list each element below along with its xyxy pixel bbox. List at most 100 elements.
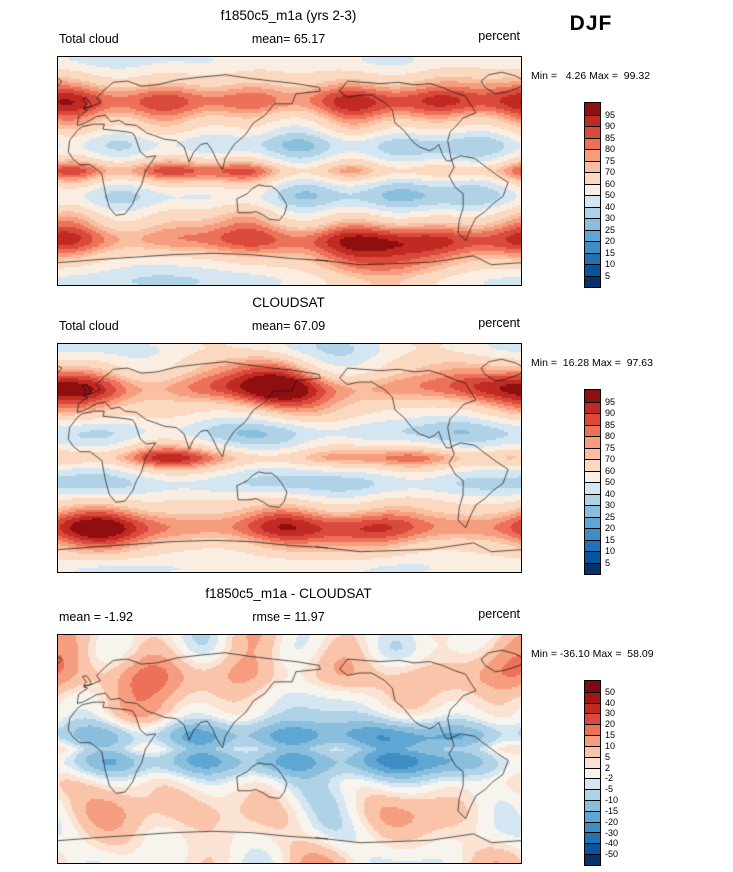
- model-colorbar: 95 90 85 80 75 70 60 50 40 30 25 20 15 10 5: [584, 102, 615, 288]
- colorbar-cell: [585, 789, 600, 800]
- colorbar-tick-label: 95: [605, 396, 616, 407]
- colorbar-tick-label: 85: [605, 419, 616, 430]
- colorbar-cell: [585, 459, 600, 471]
- colorbar-cell: [585, 195, 600, 207]
- colorbar-tick-label: 50: [605, 190, 616, 200]
- colorbar-tick-label: -2: [605, 773, 614, 784]
- colorbar-tick-label: 75: [605, 155, 616, 166]
- colorbar-cell: [585, 436, 600, 448]
- panel-title: CLOUDSAT: [252, 295, 325, 310]
- colorbar-tick-label: -15: [605, 805, 619, 816]
- colorbar-cell: [585, 821, 600, 833]
- mean-label: mean= 65.17: [251, 32, 326, 46]
- colorbar-tick-label: 15: [605, 247, 616, 258]
- colorbar-cell: [585, 505, 600, 517]
- colorbar-tick-label: 40: [605, 201, 616, 212]
- colorbar-tick-label: -30: [605, 827, 619, 838]
- colorbar-cell: [585, 229, 600, 241]
- colorbar-cell: [585, 252, 600, 264]
- colorbar-tick-label: 20: [605, 523, 616, 533]
- minmax-label: Min = -36.10 Max = 58.09: [531, 648, 654, 660]
- colorbar-tick-label: 5: [605, 751, 611, 762]
- colorbar-tick-label: 30: [605, 213, 616, 223]
- colorbar-tick-label: 15: [605, 534, 616, 545]
- mean-label: mean = -1.92: [59, 610, 134, 624]
- colorbar-cell: [585, 482, 600, 494]
- colorbar-cell: [585, 413, 600, 425]
- cloudsat-colorbar: 95 90 85 80 75 70 60 50 40 30 25 20 15 10 5: [584, 389, 615, 575]
- difference-map-canvas: [57, 634, 522, 864]
- colorbar-tick-label: 25: [605, 511, 616, 522]
- colorbar-tick-label: -5: [605, 784, 614, 795]
- colorbar-cell: [585, 275, 600, 287]
- minmax-label: Min = 16.28 Max = 97.63: [531, 357, 653, 369]
- colorbar-cell: [585, 854, 600, 865]
- colorbar-cell: [585, 691, 600, 703]
- rmse-label: rmse = 11.97: [252, 610, 325, 624]
- panel-section-cloudsat: CLOUDSAT Total cloud mean= 67.09 percent…: [0, 287, 733, 579]
- colorbar-cell: [585, 103, 600, 115]
- colorbar-tick-label: 25: [605, 224, 616, 235]
- colorbar-tick-label: 10: [605, 546, 616, 556]
- colorbar-tick-label: 30: [605, 500, 616, 510]
- colorbar-cell: [585, 206, 600, 218]
- colorbar-tick-label: 50: [605, 477, 616, 487]
- colorbar-tick-label: 40: [605, 697, 616, 708]
- colorbar-cell: [585, 126, 600, 138]
- colorbar-tick-label: 20: [605, 236, 616, 246]
- colorbar-cell: [585, 470, 600, 482]
- colorbar-tick-label: 80: [605, 144, 616, 154]
- colorbar-cell: [585, 843, 600, 854]
- colorbar-cell: [585, 778, 600, 790]
- colorbar-cell: [585, 114, 600, 126]
- colorbar-cell: [585, 447, 600, 459]
- colorbar-tick-label: 20: [605, 719, 616, 730]
- colorbar-tick-label: 75: [605, 442, 616, 453]
- colorbar-tick-label: 5: [605, 557, 611, 568]
- colorbar-cell: [585, 713, 600, 725]
- colorbar-cell: [585, 160, 600, 172]
- colorbar-tick-label: -40: [605, 838, 619, 849]
- colorbar-tick-label: 2: [605, 762, 611, 773]
- panel-section-model: f1850c5_m1a (yrs 2-3) Total cloud mean= …: [0, 0, 733, 292]
- colorbar-cell: [585, 562, 600, 574]
- units-label: percent: [478, 607, 520, 621]
- colorbar-cell: [585, 551, 600, 563]
- colorbar-tick-label: 70: [605, 167, 616, 177]
- colorbar-cell: [585, 528, 600, 540]
- season-label: DJF: [569, 12, 613, 35]
- colorbar-cell: [585, 264, 600, 276]
- colorbar-cell: [585, 241, 600, 253]
- colorbar-cell: [585, 183, 600, 195]
- colorbar-tick-label: 80: [605, 431, 616, 441]
- colorbar-tick-label: 30: [605, 708, 616, 719]
- colorbar-tick-label: 15: [605, 730, 616, 741]
- colorbar-cell: [585, 724, 600, 736]
- colorbar-cell: [585, 539, 600, 551]
- units-label: percent: [478, 29, 520, 43]
- colorbar-cell: [585, 767, 600, 779]
- colorbar-tick-label: -10: [605, 795, 619, 806]
- colorbar-tick-label: 90: [605, 121, 616, 131]
- colorbar-tick-label: 5: [605, 270, 611, 281]
- colorbar-cell: [585, 702, 600, 714]
- colorbar-cell: [585, 810, 600, 822]
- mean-label: mean= 67.09: [251, 319, 326, 333]
- colorbar-tick-label: 85: [605, 132, 616, 143]
- minmax-label: Min = 4.26 Max = 99.32: [531, 70, 651, 82]
- panel-title: f1850c5_m1a (yrs 2-3): [220, 8, 357, 23]
- cloudsat-map-canvas: [57, 343, 522, 573]
- colorbar-cell: [585, 137, 600, 149]
- units-label: percent: [478, 316, 520, 330]
- colorbar-tick-label: 50: [605, 686, 616, 697]
- colorbar-cell: [585, 832, 600, 844]
- colorbar-cell: [585, 218, 600, 230]
- colorbar-tick-label: 10: [605, 740, 616, 751]
- colorbar-tick-label: 10: [605, 259, 616, 269]
- variable-label: Total cloud: [59, 32, 119, 46]
- colorbar-tick-label: 60: [605, 465, 616, 476]
- colorbar-cell: [585, 516, 600, 528]
- colorbar-cell: [585, 172, 600, 184]
- colorbar-cell: [585, 390, 600, 402]
